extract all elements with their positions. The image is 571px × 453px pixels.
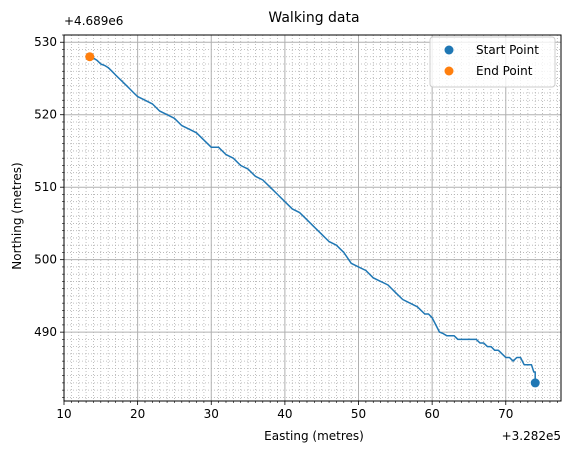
- chart-title: Walking data: [268, 10, 359, 26]
- legend: Start Point End Point: [429, 36, 556, 88]
- y-tick-label: 500: [34, 253, 57, 267]
- legend-marker-end-point: [444, 66, 454, 76]
- end-point-marker: [85, 52, 95, 62]
- y-tick-label: 510: [34, 180, 57, 194]
- walking-path-line: [89, 56, 536, 383]
- x-axis-label: Easting (metres): [264, 429, 364, 443]
- legend-label-end-point: End Point: [476, 64, 533, 78]
- y-axis-label: Northing (metres): [10, 162, 24, 269]
- x-tick-label: 70: [498, 407, 513, 421]
- start-point-marker: [530, 378, 540, 388]
- y-tick-label: 490: [34, 325, 57, 339]
- minor-grid: [64, 34, 561, 401]
- x-tick-label: 10: [56, 407, 71, 421]
- legend-box: [429, 36, 556, 88]
- x-offset-label: +3.282e5: [502, 429, 561, 443]
- x-tick-label: 30: [204, 407, 219, 421]
- y-tick-label: 520: [34, 108, 57, 122]
- legend-marker-start-point: [444, 45, 454, 55]
- y-tick-label: 530: [34, 35, 57, 49]
- axis-ticks: [60, 34, 558, 405]
- x-tick-label: 50: [351, 407, 366, 421]
- y-offset-label: +4.689e6: [64, 14, 123, 28]
- series-layer: [85, 52, 540, 388]
- x-tick-label: 40: [277, 407, 292, 421]
- x-tick-label: 20: [130, 407, 145, 421]
- tick-labels: 10 20 30 40 50 60 70 490 500 510 520 530: [34, 35, 513, 421]
- plot-frame: [63, 34, 562, 402]
- x-tick-label: 60: [425, 407, 440, 421]
- legend-label-start-point: Start Point: [476, 43, 539, 57]
